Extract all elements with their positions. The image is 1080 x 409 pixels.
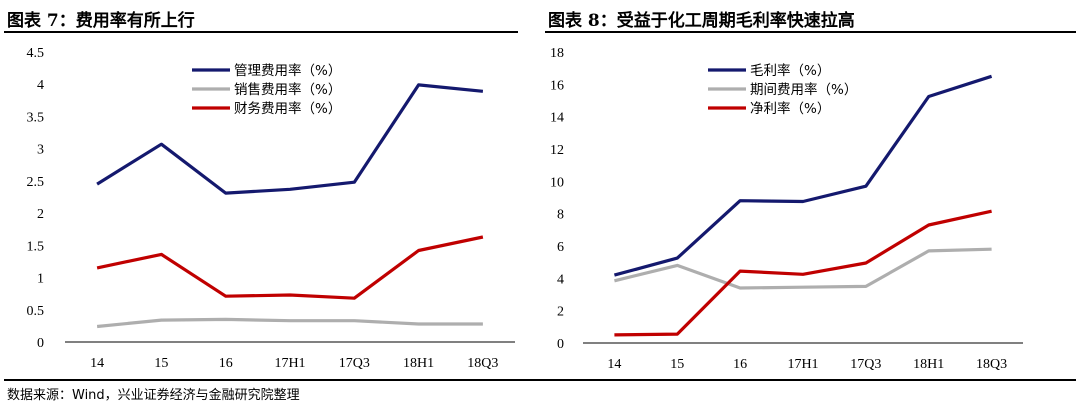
right-x-tick-label: 14 [607, 357, 621, 372]
left-y-tick-label: 4 [37, 78, 44, 93]
left-x-tick-label: 14 [90, 356, 104, 371]
right-y-tick-label: 16 [550, 78, 564, 93]
right-y-tick-label: 10 [550, 175, 564, 190]
right-line-chart: 0 2 4 6 8 10 12 14 16 18 14 15 16 17H1 17Q3 18H1 18Q3 毛利率… [550, 46, 1023, 372]
right-x-tick-label: 18Q3 [976, 357, 1007, 372]
left-x-tick-label: 18H1 [403, 356, 434, 371]
left-x-tick-label: 16 [219, 356, 233, 371]
left-x-tick-label: 15 [154, 356, 168, 371]
source-note: 数据来源：Wind，兴业证券经济与金融研究院整理 [7, 388, 300, 403]
left-y-tick-label: 2 [37, 207, 44, 222]
left-line-chart: 0 0.5 1 1.5 2 2.5 3 3.5 4 4.5 14 15 16 17H1 17Q3 18H1 18… [27, 46, 515, 371]
left-y-tick-label: 1 [37, 272, 44, 287]
right-y-tick-label: 2 [557, 305, 564, 320]
right-series-line-1 [613, 74, 993, 277]
left-y-tick-label: 2.5 [27, 175, 45, 190]
right-y-tick-label: 14 [550, 111, 564, 126]
left-legend-label: 管理费用率（%） [234, 62, 341, 79]
left-legend-label: 销售费用率（%） [234, 81, 341, 98]
left-series-line-2 [96, 317, 483, 329]
left-y-tick-label: 3.5 [27, 110, 45, 125]
right-legend-label: 净利率（%） [750, 100, 830, 117]
left-y-tick-label: 0 [37, 336, 44, 351]
right-y-tick-label: 18 [550, 46, 564, 61]
right-x-tick-label: 16 [733, 357, 747, 372]
right-x-tick-label: 17Q3 [850, 357, 881, 372]
left-y-tick-label: 0.5 [27, 304, 45, 319]
right-series-line-2 [614, 247, 992, 290]
left-x-tick-label: 18Q3 [467, 356, 498, 371]
left-x-tick-label: 17H1 [274, 356, 305, 371]
right-y-tick-label: 6 [557, 240, 564, 255]
right-x-tick-label: 18H1 [913, 357, 944, 372]
right-chart-title: 图表 8：受益于化工周期毛利率快速拉高 [548, 11, 855, 31]
left-legend-label: 财务费用率（%） [234, 100, 341, 117]
top-rule-left [4, 31, 518, 33]
right-legend-label: 毛利率（%） [750, 62, 830, 79]
right-x-tick-label: 17H1 [787, 357, 818, 372]
left-y-tick-label: 3 [37, 143, 44, 158]
right-series-line-3 [614, 209, 992, 337]
left-chart-title: 图表 7：费用率有所上行 [7, 11, 195, 31]
left-series-line-3 [96, 235, 484, 300]
left-y-tick-label: 1.5 [27, 239, 45, 254]
left-x-tick-label: 17Q3 [339, 356, 370, 371]
right-y-tick-label: 0 [557, 337, 564, 352]
top-rule-right [545, 31, 1076, 33]
right-legend-label: 期间费用率（%） [750, 81, 857, 98]
right-y-tick-label: 8 [557, 208, 564, 223]
left-y-tick-label: 4.5 [27, 46, 45, 61]
bottom-rule [4, 379, 1076, 381]
right-x-tick-label: 15 [670, 357, 684, 372]
right-y-tick-label: 12 [550, 143, 564, 158]
right-y-tick-label: 4 [557, 272, 564, 287]
left-series-line-1 [96, 83, 484, 195]
